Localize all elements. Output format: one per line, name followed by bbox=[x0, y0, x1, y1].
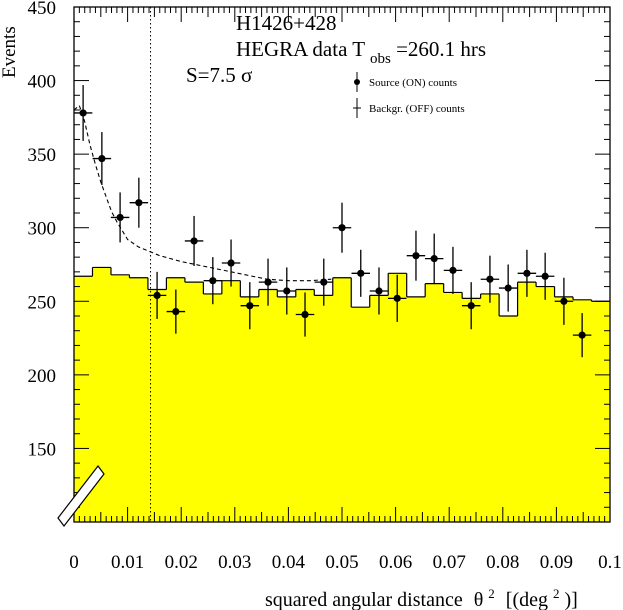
y-tick-label: 300 bbox=[28, 219, 57, 240]
source-point bbox=[110, 192, 130, 243]
y-tick-label: 400 bbox=[28, 72, 57, 93]
annotation-significance: S=7.5 σ bbox=[186, 63, 252, 87]
source-point bbox=[424, 233, 444, 284]
source-point bbox=[314, 258, 334, 306]
x-tick-label: 0 bbox=[69, 552, 79, 573]
source-point bbox=[406, 230, 426, 281]
annotation-data-suffix: =260.1 hrs bbox=[396, 37, 486, 61]
source-point bbox=[73, 84, 93, 141]
annotation-data-sub: obs bbox=[370, 51, 391, 67]
y-axis-label: Events bbox=[0, 26, 20, 78]
source-point-marker bbox=[246, 302, 254, 310]
source-point bbox=[480, 255, 500, 303]
x-axis-label-sup: 2 bbox=[488, 586, 495, 601]
source-point bbox=[387, 274, 407, 322]
annotation-significance-prefix: S=7.5 bbox=[186, 63, 241, 87]
source-point bbox=[295, 292, 315, 337]
source-point bbox=[461, 282, 481, 330]
source-point-marker bbox=[116, 213, 124, 222]
source-point bbox=[221, 239, 241, 287]
source-point-marker bbox=[301, 310, 309, 319]
source-point-marker bbox=[430, 255, 438, 263]
x-axis-label: squared angular distance θ 2 [(deg 2 )] bbox=[265, 581, 578, 610]
source-point bbox=[277, 267, 297, 315]
source-point-marker bbox=[172, 307, 180, 316]
source-point-marker bbox=[264, 278, 272, 286]
source-point-marker bbox=[449, 266, 457, 274]
annotation-significance-sigma: σ bbox=[241, 63, 252, 87]
source-point-marker bbox=[486, 275, 494, 283]
background-histogram-fill bbox=[74, 267, 610, 522]
legend: Source (ON) counts Backgr. (OFF) counts bbox=[353, 72, 465, 118]
expected-fit-curve bbox=[73, 104, 332, 282]
x-tick-label: 0.08 bbox=[486, 552, 519, 573]
y-tick-label: 350 bbox=[28, 145, 57, 166]
legend-on-marker bbox=[354, 79, 360, 85]
source-point-marker bbox=[209, 277, 217, 285]
x-tick-label: 0.07 bbox=[433, 552, 466, 573]
source-point-marker bbox=[541, 272, 549, 280]
x-axis-label-theta: θ bbox=[474, 589, 484, 610]
source-point-marker bbox=[98, 154, 106, 163]
source-point bbox=[572, 313, 592, 358]
source-point bbox=[443, 246, 463, 294]
source-point bbox=[535, 252, 555, 300]
source-point bbox=[554, 277, 574, 325]
x-axis-label-unit-sup: 2 bbox=[553, 586, 560, 601]
x-tick-label: 0.06 bbox=[379, 552, 412, 573]
source-point-marker bbox=[393, 294, 401, 302]
source-point-marker bbox=[578, 331, 586, 339]
y-tick-label: 150 bbox=[28, 439, 57, 460]
y-axis-break-mark bbox=[57, 465, 105, 527]
x-tick-label: 0.02 bbox=[165, 552, 198, 573]
x-tick-label: 0.1 bbox=[598, 552, 622, 573]
x-tick-label: 0.03 bbox=[218, 552, 251, 573]
source-point bbox=[147, 271, 167, 319]
x-tick-label: 0.01 bbox=[111, 552, 144, 573]
source-point-marker bbox=[227, 259, 235, 267]
y-tick-label: 250 bbox=[28, 292, 57, 313]
annotation-source: H1426+428 bbox=[236, 11, 337, 35]
source-point bbox=[498, 264, 518, 312]
x-tick-label: 0.05 bbox=[325, 552, 358, 573]
x-tick-label: 0.09 bbox=[540, 552, 573, 573]
source-point-marker bbox=[320, 278, 328, 286]
source-point-marker bbox=[523, 269, 531, 277]
x-axis-label-main: squared angular distance bbox=[265, 589, 463, 610]
source-point bbox=[166, 289, 186, 334]
source-point bbox=[184, 215, 204, 266]
source-point bbox=[129, 177, 149, 228]
source-point-marker bbox=[135, 199, 143, 207]
x-tick-label: 0.04 bbox=[272, 552, 306, 573]
x-axis-label-unit-close: )] bbox=[565, 589, 578, 610]
y-tick-label: 450 bbox=[28, 0, 57, 19]
source-point bbox=[369, 267, 389, 315]
source-point-marker bbox=[375, 287, 383, 295]
source-point-marker bbox=[153, 291, 161, 299]
source-point-marker bbox=[79, 109, 87, 117]
source-point bbox=[517, 249, 537, 297]
source-point-marker bbox=[412, 252, 420, 260]
source-point bbox=[240, 282, 260, 330]
source-point-marker bbox=[338, 224, 346, 232]
legend-off-label: Backgr. (OFF) counts bbox=[369, 103, 465, 115]
source-point-marker bbox=[504, 284, 512, 292]
source-point-marker bbox=[190, 237, 198, 245]
source-point bbox=[258, 258, 278, 306]
annotation-data-prefix: HEGRA data T bbox=[236, 37, 365, 61]
x-axis-label-unit-open: [(deg bbox=[506, 589, 548, 610]
source-point bbox=[203, 257, 223, 305]
legend-on-label: Source (ON) counts bbox=[369, 77, 457, 89]
y-tick-label: 200 bbox=[28, 366, 57, 387]
annotation-data: HEGRA data T obs =260.1 hrs bbox=[236, 37, 486, 68]
source-point-marker bbox=[467, 302, 475, 310]
source-point bbox=[92, 132, 112, 186]
source-point-marker bbox=[357, 269, 365, 277]
source-point-marker bbox=[560, 297, 568, 305]
source-point bbox=[332, 202, 352, 253]
source-point bbox=[351, 249, 371, 297]
source-point-marker bbox=[283, 287, 291, 295]
